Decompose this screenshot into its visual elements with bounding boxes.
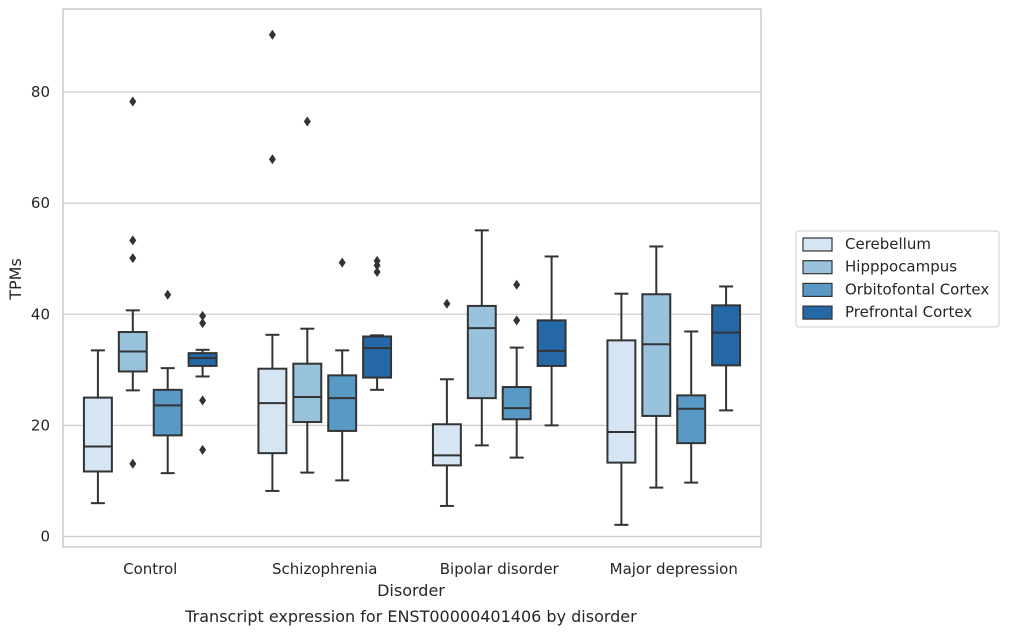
outlier-point — [129, 235, 137, 246]
x-tick-label: Bipolar disorder — [440, 560, 560, 578]
box — [327, 374, 358, 432]
box — [362, 335, 393, 379]
box-group — [82, 349, 113, 505]
outlier-point — [129, 458, 137, 469]
legend-swatch — [802, 260, 833, 275]
y-axis-ticks: 0 20 40 60 80 — [31, 83, 50, 546]
legend-swatch — [802, 305, 833, 320]
outlier-point — [129, 96, 137, 107]
outlier-point — [303, 116, 311, 127]
box-group — [641, 245, 672, 489]
legend-swatch — [802, 282, 833, 297]
outlier-point — [199, 318, 207, 329]
box — [711, 304, 742, 367]
outlier-point — [199, 310, 207, 321]
outlier-point — [129, 253, 137, 264]
legend-swatch — [802, 237, 833, 252]
outlier-point — [373, 260, 381, 271]
outlier-point — [164, 289, 172, 300]
y-tick-label: 0 — [40, 528, 50, 546]
box — [257, 367, 288, 455]
legend-frame — [795, 230, 1000, 328]
box — [536, 319, 567, 367]
outlier-point — [513, 279, 521, 290]
box — [292, 362, 323, 424]
box — [606, 339, 637, 464]
box — [641, 293, 672, 417]
y-tick-label: 80 — [31, 83, 50, 101]
box-group — [536, 255, 567, 427]
legend-label: Hipppocampus — [845, 258, 957, 276]
x-tick-label: Control — [123, 560, 177, 578]
box — [187, 352, 218, 367]
x-tick-label: Schizophrenia — [272, 560, 377, 578]
y-tick-label: 60 — [31, 194, 50, 212]
outlier-point — [338, 257, 346, 268]
box — [501, 386, 532, 421]
y-tick-label: 20 — [31, 416, 50, 434]
legend: Cerebellum Hipppocampus Orbitofontal Corte… — [795, 230, 1000, 328]
chart-caption: Transcript expression for ENST0000040140… — [184, 607, 637, 626]
box-group — [292, 116, 323, 474]
outlier-point — [268, 154, 276, 165]
box-group — [327, 257, 358, 482]
box — [82, 396, 113, 473]
y-tick-label: 40 — [31, 305, 50, 323]
x-tick-label: Major depression — [610, 560, 738, 578]
box — [676, 394, 707, 445]
x-axis-ticks: Control Schizophrenia Bipolar disorder Majo… — [123, 560, 738, 578]
legend-label: Prefrontal Cortex — [845, 303, 972, 321]
box-group — [117, 96, 148, 469]
box-group — [152, 289, 183, 475]
outlier-point — [373, 267, 381, 278]
box-group — [501, 279, 532, 459]
box-group — [187, 310, 218, 455]
plot-frame — [62, 8, 762, 548]
box — [466, 304, 497, 400]
box-groups — [82, 29, 742, 526]
y-axis-title: TPMs — [6, 258, 25, 301]
x-axis-title: Disorder — [377, 581, 445, 600]
outlier-point — [443, 298, 451, 309]
box-group — [362, 255, 393, 391]
box-group — [606, 292, 637, 526]
box-group — [676, 330, 707, 484]
outlier-point — [199, 395, 207, 406]
box — [152, 388, 183, 437]
legend-label: Orbitofontal Cortex — [845, 280, 989, 298]
box — [431, 423, 462, 467]
outlier-point — [268, 29, 276, 40]
box-group — [431, 298, 462, 507]
box-group — [257, 29, 288, 492]
outlier-point — [513, 315, 521, 326]
outlier-point — [199, 444, 207, 455]
box-group — [711, 285, 742, 412]
box-group — [466, 229, 497, 447]
legend-label: Cerebellum — [845, 235, 931, 253]
